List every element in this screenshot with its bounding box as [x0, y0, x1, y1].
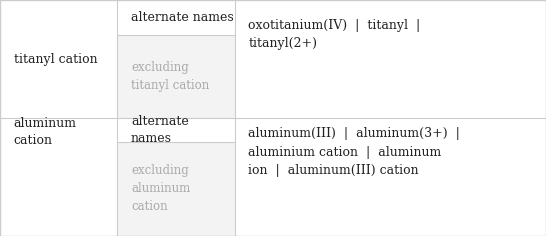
Text: aluminum(III)  |  aluminum(3+)  |
aluminium cation  |  aluminum
ion  |  aluminum: aluminum(III) | aluminum(3+) | aluminium…	[248, 127, 460, 177]
Text: alternate
names: alternate names	[131, 115, 189, 145]
Text: alternate names: alternate names	[131, 11, 234, 24]
Bar	[117, 35, 235, 118]
Text: excluding
titanyl cation: excluding titanyl cation	[131, 61, 209, 92]
Text: oxotitanium(IV)  |  titanyl  |
titanyl(2+): oxotitanium(IV) | titanyl | titanyl(2+)	[248, 19, 420, 50]
Bar	[117, 118, 235, 142]
Bar	[0, 0, 235, 236]
Bar	[117, 142, 235, 236]
Bar	[235, 0, 546, 236]
Bar	[117, 0, 235, 35]
Text: aluminum
cation: aluminum cation	[14, 117, 76, 147]
Text: excluding
aluminum
cation: excluding aluminum cation	[131, 164, 191, 213]
Bar	[0, 0, 117, 118]
Bar	[0, 118, 117, 236]
Text: titanyl cation: titanyl cation	[14, 52, 97, 66]
